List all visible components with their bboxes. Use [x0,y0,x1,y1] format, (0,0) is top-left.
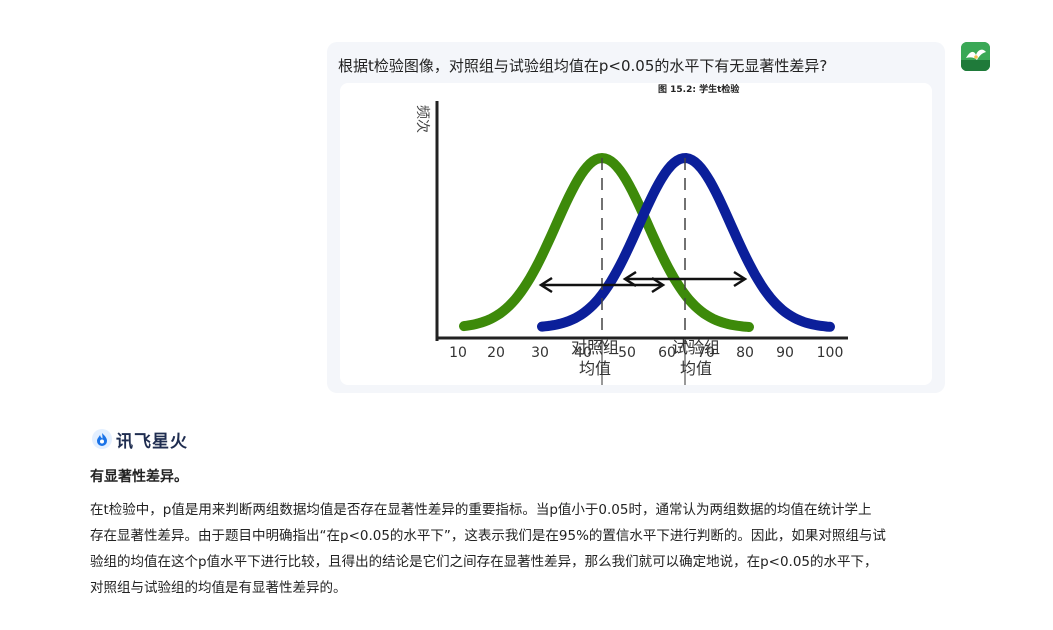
x-tick-label: 90 [776,345,794,361]
x-tick-labels: 10 20 30 40 50 60 70 80 90 100 [449,345,843,361]
treatment-distribution-curve [537,152,835,332]
x-tick-label: 50 [618,345,636,361]
x-tick-label: 60 [658,345,676,361]
treatment-spread-arrow [622,270,748,288]
answer-headline: 有显著性差异。 [90,469,188,485]
assistant-brand: 讯飞星火 [92,425,188,453]
x-tick-label: 40 [574,345,592,361]
x-tick-label: 80 [736,345,754,361]
treatment-label-line2: 均值 [680,359,712,378]
control-spread-arrow [538,276,666,294]
user-avatar-bird-icon [961,42,990,71]
x-tick-label: 10 [449,345,467,361]
t-test-chart: 图 15.2: 学生t检验 频次 10 20 30 40 50 60 [414,83,848,385]
figure-caption: 图 15.2: 学生t检验 [658,83,740,95]
assistant-brand-name: 讯飞星火 [116,431,188,452]
treatment-label-line1: 试验组 [672,338,720,357]
x-tick-label: 100 [817,345,844,361]
user-question-text: 根据t检验图像，对照组与试验组均值在p<0.05的水平下有无显著性差异? [338,57,828,75]
y-axis-label: 频次 [414,105,430,133]
x-tick-label: 30 [531,345,549,361]
answer-body: 在t检验中，p值是用来判断两组数据均值是否存在显著性差异的重要指标。当p值小于0… [90,497,990,601]
user-avatar[interactable] [961,42,990,71]
control-label-line1: 对照组 [571,338,619,357]
control-distribution-curve [459,152,754,332]
answer-line: 在t检验中，p值是用来判断两组数据均值是否存在显著性差异的重要指标。当p值小于0… [90,502,872,518]
x-tick-label: 20 [487,345,505,361]
user-message-bubble: 根据t检验图像，对照组与试验组均值在p<0.05的水平下有无显著性差异? 图 1… [327,42,945,393]
answer-line: 验组的均值在这个p值水平下进行比较，且得出的结论是它们之间存在显著性差异，那么我… [90,554,878,570]
x-tick-label: 70 [697,345,715,361]
answer-line: 对照组与试验组的均值是有显著性差异的。 [90,580,347,596]
control-label-line2: 均值 [579,359,611,378]
t-test-figure[interactable]: 图 15.2: 学生t检验 频次 10 20 30 40 50 60 [340,83,932,385]
answer-line: 存在显著性差异。由于题目中明确指出“在p<0.05的水平下”，这表示我们是在95… [90,528,886,544]
spark-logo-icon [92,429,112,449]
